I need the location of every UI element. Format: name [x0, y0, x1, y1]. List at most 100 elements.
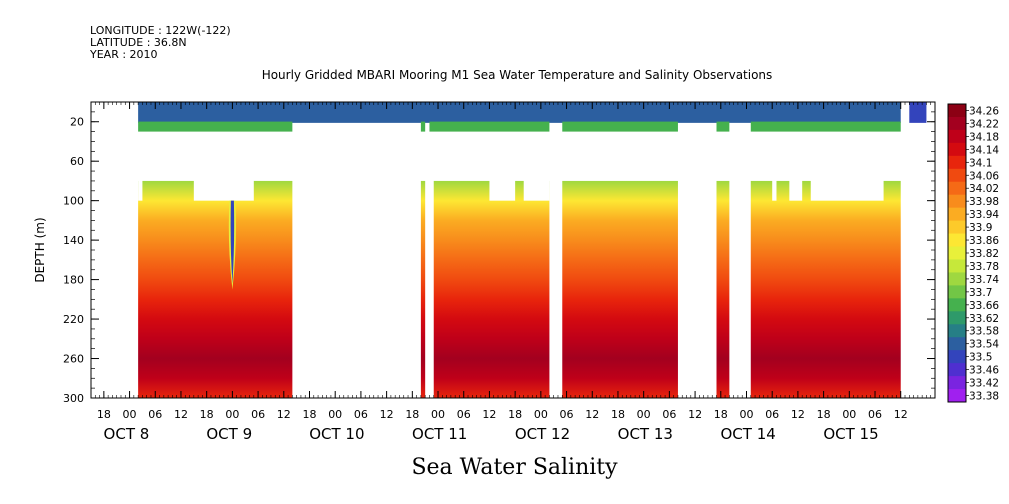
colorbar-swatch: [948, 129, 966, 144]
colorbar-label: 33.38: [969, 391, 999, 403]
colorbar-swatch: [948, 194, 966, 209]
colorbar-swatch: [948, 142, 966, 157]
bottom-title: Sea Water Salinity: [411, 455, 618, 480]
colorbar-label: 33.62: [969, 313, 999, 325]
y-axis-label: DEPTH (m): [33, 217, 47, 282]
colorbar-swatch: [948, 181, 966, 196]
deep-segment: [138, 180, 293, 398]
layer-30m-block: [750, 121, 901, 132]
surface-band: [138, 102, 901, 123]
colorbar-label: 33.9: [969, 222, 992, 234]
x-tick-label: 12: [174, 408, 188, 421]
x-tick-label: 06: [560, 408, 574, 421]
colorbar-swatch: [948, 220, 966, 235]
colorbar-swatch: [948, 350, 966, 364]
colorbar-swatch: [948, 259, 966, 273]
colorbar-swatch: [948, 207, 966, 222]
y-tick-label: 100: [63, 195, 84, 208]
colorbar-label: 33.7: [969, 287, 992, 299]
colorbar-label: 33.46: [969, 365, 999, 377]
colorbar-label: 33.58: [969, 326, 999, 338]
day-label: OCT 9: [206, 425, 252, 443]
x-tick-label: 00: [842, 408, 856, 421]
colorbar-label: 33.74: [969, 274, 999, 286]
y-tick-label: 20: [70, 116, 84, 129]
colorbar-label: 33.82: [969, 248, 999, 260]
x-tick-label: 12: [277, 408, 291, 421]
x-tick-label: 18: [611, 408, 625, 421]
day-label: OCT 13: [618, 425, 673, 443]
colorbar-swatch: [948, 324, 966, 338]
chart-title: Hourly Gridded MBARI Mooring M1 Sea Wate…: [261, 68, 773, 82]
data-gap: [489, 179, 516, 201]
x-tick-label: 06: [148, 408, 162, 421]
longitude-label: LONGITUDE : 122W(-122): [90, 24, 231, 37]
x-tick-label: 12: [380, 408, 394, 421]
colorbar-label: 34.26: [969, 105, 999, 117]
x-tick-label: 18: [405, 408, 419, 421]
x-tick-label: 00: [431, 408, 445, 421]
data-gap: [772, 179, 777, 201]
year-label: YEAR : 2010: [90, 48, 158, 61]
colorbar-swatch: [948, 272, 966, 286]
colorbar-swatch: [948, 337, 966, 351]
colorbar-swatch: [948, 168, 966, 183]
y-tick-label: 220: [63, 313, 84, 326]
colorbar-swatch: [948, 104, 966, 118]
deep-segment: [562, 180, 678, 398]
plot-area: [138, 102, 927, 398]
data-gap: [789, 179, 803, 201]
colorbar-label: 33.66: [969, 300, 999, 312]
layer-30m-block: [429, 121, 550, 132]
y-tick-label: 180: [63, 274, 84, 287]
colorbar-swatch: [948, 233, 966, 248]
colorbar-label: 34.1: [969, 157, 992, 169]
colorbar-label: 33.98: [969, 196, 999, 208]
colorbar-label: 33.86: [969, 235, 999, 247]
x-tick-label: 00: [328, 408, 342, 421]
data-gap: [193, 179, 254, 201]
colorbar-swatch: [948, 389, 966, 403]
colorbar-label: 34.18: [969, 131, 999, 143]
day-label: OCT 12: [515, 425, 570, 443]
x-tick-label: 12: [894, 408, 908, 421]
day-label: OCT 11: [412, 425, 467, 443]
x-tick-label: 18: [200, 408, 214, 421]
colorbar-swatch: [948, 298, 966, 312]
x-tick-label: 00: [225, 408, 239, 421]
colorbar-swatch: [948, 376, 966, 390]
x-tick-label: 06: [662, 408, 676, 421]
intrusion-core: [230, 200, 235, 284]
colorbar-label: 33.94: [969, 209, 999, 221]
colorbar-label: 34.06: [969, 170, 999, 182]
data-gap: [523, 179, 550, 201]
x-tick-label: 18: [508, 408, 522, 421]
layer-30m-block: [716, 121, 730, 132]
x-tick-label: 06: [457, 408, 471, 421]
colorbar-label: 33.54: [969, 339, 999, 351]
x-tick-label: 06: [251, 408, 265, 421]
colorbar-swatch: [948, 116, 966, 131]
y-tick-label: 60: [70, 155, 84, 168]
x-tick-label: 00: [123, 408, 137, 421]
x-tick-label: 00: [739, 408, 753, 421]
latitude-label: LATITUDE : 36.8N: [90, 36, 187, 49]
colorbar-swatch: [948, 363, 966, 377]
colorbar-label: 34.22: [969, 118, 999, 130]
x-tick-label: 12: [688, 408, 702, 421]
x-tick-label: 18: [817, 408, 831, 421]
deep-segment: [433, 180, 550, 398]
layer-30m-block: [138, 121, 293, 132]
data-gap: [810, 179, 884, 201]
x-tick-label: 12: [585, 408, 599, 421]
x-tick-label: 12: [482, 408, 496, 421]
x-tick-label: 00: [637, 408, 651, 421]
day-label: OCT 10: [309, 425, 364, 443]
data-gap: [138, 179, 143, 201]
deep-segment: [716, 180, 730, 398]
colorbar-swatch: [948, 155, 966, 170]
layer-30m-block: [562, 121, 678, 132]
x-tick-label: 18: [714, 408, 728, 421]
surface-band: [909, 102, 927, 123]
